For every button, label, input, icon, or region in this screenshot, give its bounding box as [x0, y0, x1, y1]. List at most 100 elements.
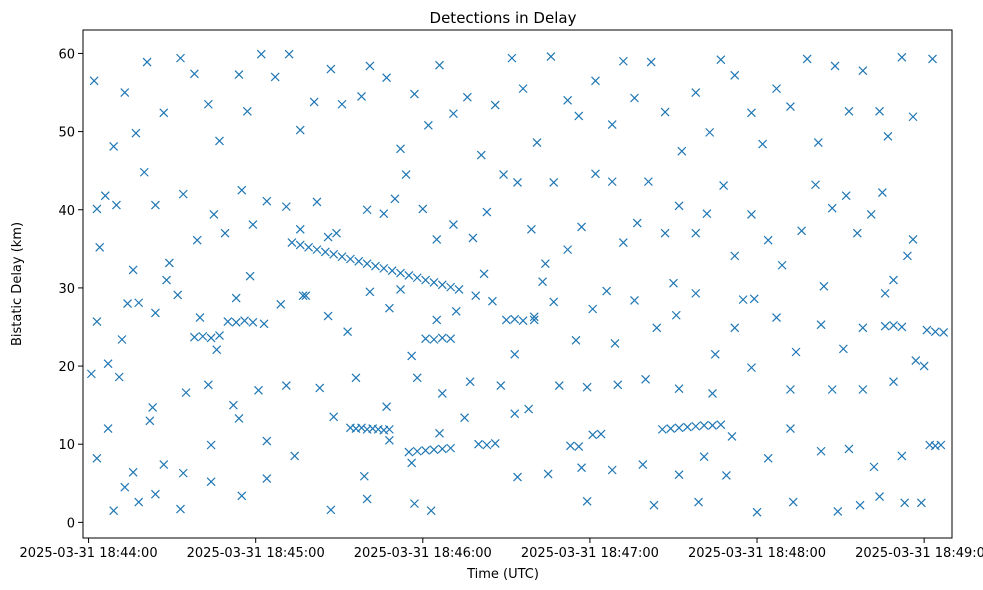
data-point: [510, 349, 520, 359]
data-point: [869, 462, 879, 472]
data-point: [228, 400, 238, 410]
data-point: [816, 320, 826, 330]
data-point: [159, 108, 169, 118]
data-point: [574, 442, 584, 451]
data-point: [479, 269, 489, 279]
data-point: [727, 431, 737, 441]
data-point: [908, 235, 918, 244]
data-point: [131, 128, 141, 138]
data-point: [407, 458, 417, 468]
data-point: [382, 73, 392, 83]
data-point: [365, 287, 375, 297]
data-point: [518, 84, 528, 94]
data-point: [164, 258, 174, 268]
data-point: [449, 109, 458, 119]
data-point: [524, 404, 534, 414]
data-point: [877, 188, 887, 197]
data-point: [92, 453, 102, 463]
x-tick-label: 2025-03-31 18:49:00: [855, 546, 983, 561]
data-point: [206, 333, 216, 343]
data-point: [819, 281, 829, 291]
data-point: [242, 106, 252, 116]
data-point: [437, 388, 447, 398]
data-point: [582, 382, 592, 392]
data-point: [610, 338, 620, 348]
data-point: [298, 291, 308, 301]
data-point: [396, 144, 405, 154]
data-point: [401, 170, 411, 180]
data-point: [490, 439, 500, 448]
data-point: [607, 465, 617, 475]
data-point: [384, 303, 394, 313]
data-point: [471, 291, 481, 301]
data-point: [565, 441, 575, 451]
data-point: [499, 170, 508, 180]
data-point: [529, 315, 539, 325]
data-point: [786, 424, 795, 434]
data-point: [326, 505, 336, 515]
data-point: [215, 331, 224, 341]
data-point: [513, 177, 522, 187]
data-point: [203, 380, 213, 390]
data-point: [351, 373, 361, 383]
data-point: [482, 207, 492, 217]
data-point: [89, 76, 99, 86]
data-point: [150, 489, 160, 499]
data-point: [474, 439, 483, 449]
data-point: [596, 429, 606, 439]
data-point: [357, 423, 366, 433]
data-point: [407, 351, 417, 361]
data-point: [699, 421, 709, 430]
data-point: [577, 222, 586, 232]
data-point: [449, 220, 458, 230]
data-point: [109, 506, 119, 516]
data-point: [86, 369, 96, 379]
data-point: [518, 316, 528, 326]
data-point: [758, 139, 768, 149]
data-point: [111, 200, 121, 210]
data-point: [763, 235, 773, 245]
data-point: [362, 205, 372, 215]
data-point: [588, 304, 598, 314]
data-point: [563, 245, 573, 255]
data-point: [148, 403, 158, 412]
data-point: [309, 97, 319, 107]
data-point: [365, 61, 375, 71]
data-point: [237, 185, 247, 195]
data-point: [290, 451, 300, 461]
data-point: [410, 499, 419, 509]
data-point: [476, 150, 486, 160]
data-point: [312, 197, 322, 207]
data-point: [574, 111, 584, 121]
data-point: [100, 191, 110, 201]
data-point: [384, 435, 394, 445]
data-point: [128, 265, 138, 275]
data-point: [429, 335, 439, 344]
data-point: [691, 88, 701, 97]
data-point: [866, 210, 876, 219]
data-point: [337, 99, 347, 109]
data-point: [128, 467, 138, 477]
data-point: [326, 64, 336, 74]
data-point: [203, 99, 213, 109]
data-point: [797, 226, 807, 236]
data-point: [145, 416, 155, 426]
data-point: [248, 220, 258, 230]
data-point: [92, 204, 102, 214]
y-tick-label: 40: [58, 204, 75, 219]
data-point: [384, 424, 394, 434]
data-point: [532, 138, 542, 147]
data-point: [660, 228, 670, 238]
data-point: [786, 102, 795, 112]
data-point: [412, 273, 422, 283]
data-point: [176, 504, 185, 514]
data-point: [404, 270, 414, 280]
data-point: [460, 413, 470, 423]
data-point: [231, 317, 241, 327]
data-point: [215, 136, 224, 146]
data-point: [276, 299, 286, 309]
data-point: [730, 251, 740, 261]
data-point: [103, 424, 113, 434]
data-point: [652, 323, 662, 333]
data-point: [571, 335, 581, 345]
